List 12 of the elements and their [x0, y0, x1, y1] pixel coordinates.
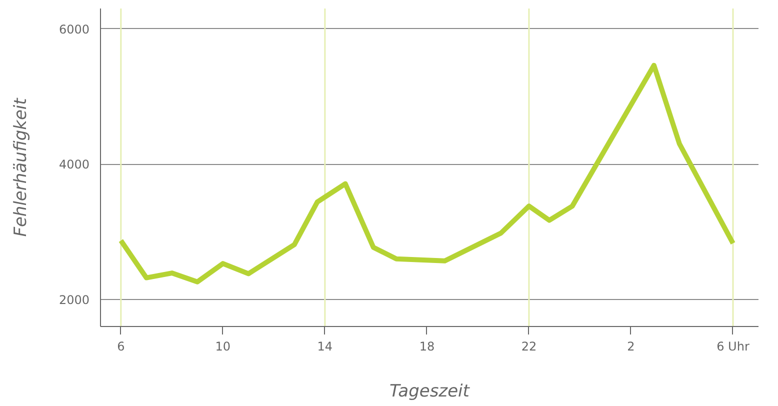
y-tick-label: 6000: [58, 22, 90, 36]
x-tick-label: 18: [419, 340, 435, 354]
x-tick-label: 6: [117, 340, 125, 354]
x-axis-title: Tageszeit: [390, 382, 471, 402]
x-tick-label: 6 Uhr: [716, 340, 750, 354]
y-tick-label: 4000: [58, 158, 90, 172]
x-tick-label: 10: [215, 340, 231, 354]
x-tick-label: 2: [627, 340, 635, 354]
x-tick-label: 14: [317, 340, 333, 354]
x-tick-label: 22: [521, 340, 537, 354]
y-tick-label: 2000: [58, 292, 90, 307]
y-axis-title: Fehlerhäufigkeit: [10, 96, 31, 237]
